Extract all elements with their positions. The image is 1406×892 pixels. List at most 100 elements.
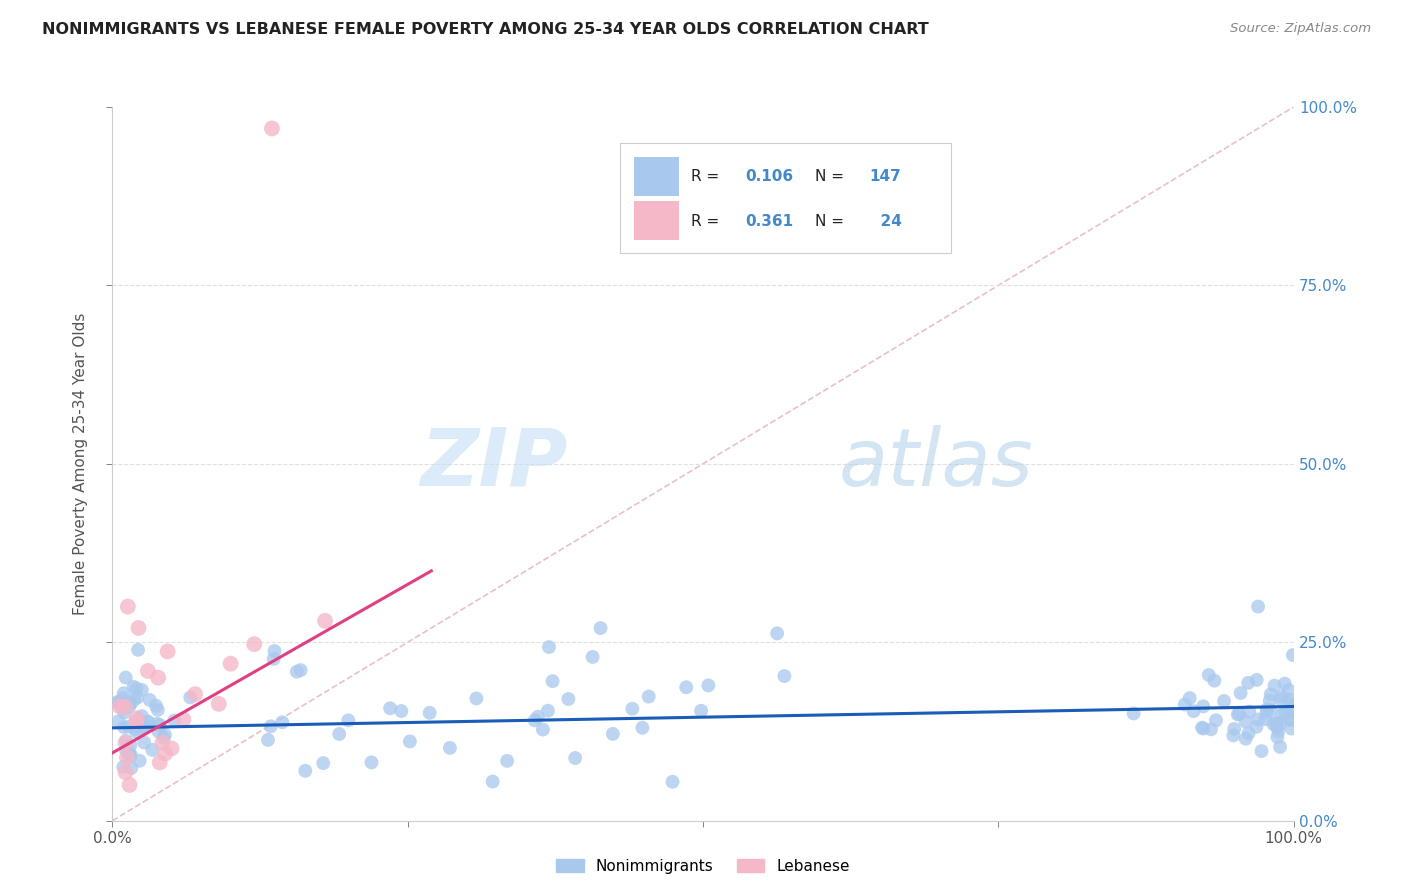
Point	[531, 723, 554, 737]
Point	[1223, 722, 1246, 736]
Point	[602, 727, 624, 741]
Point	[1263, 717, 1285, 731]
Point	[1247, 599, 1270, 614]
Point	[118, 699, 141, 714]
Point	[107, 714, 129, 729]
Point	[271, 715, 294, 730]
Point	[153, 728, 176, 742]
Point	[112, 720, 135, 734]
Point	[184, 687, 207, 701]
Point	[132, 719, 155, 733]
Point	[1122, 706, 1144, 721]
Point	[1234, 731, 1257, 746]
Point	[439, 740, 461, 755]
Point	[263, 644, 285, 658]
Point	[1227, 706, 1250, 721]
FancyBboxPatch shape	[634, 157, 679, 196]
Point	[1279, 705, 1302, 719]
Point	[419, 706, 441, 720]
Point	[294, 764, 316, 778]
Text: 24: 24	[869, 214, 901, 228]
Point	[314, 614, 336, 628]
Text: 147: 147	[869, 169, 901, 184]
Point	[1267, 720, 1289, 734]
Point	[179, 690, 201, 705]
Point	[621, 702, 644, 716]
Point	[564, 751, 586, 765]
Point	[1278, 713, 1301, 727]
Point	[118, 748, 141, 763]
Point	[661, 774, 683, 789]
Point	[114, 736, 136, 750]
Point	[125, 718, 148, 732]
Text: 0.106: 0.106	[745, 169, 793, 184]
Point	[675, 680, 697, 694]
Point	[1213, 694, 1236, 708]
Point	[1234, 714, 1257, 729]
Point	[1267, 724, 1289, 739]
Point	[146, 716, 169, 731]
Point	[523, 714, 546, 728]
Point	[127, 690, 149, 705]
Point	[107, 695, 129, 709]
Point	[114, 700, 136, 714]
Point	[127, 642, 149, 657]
Point	[136, 664, 159, 678]
Point	[1265, 718, 1288, 732]
Point	[1270, 716, 1292, 731]
Point	[631, 721, 654, 735]
Point	[1237, 726, 1260, 740]
Point	[115, 744, 138, 758]
Point	[1282, 648, 1305, 662]
Point	[124, 722, 146, 736]
Point	[136, 714, 159, 729]
Point	[1199, 723, 1222, 737]
Point	[125, 714, 148, 729]
Point	[290, 663, 312, 677]
Point	[1246, 720, 1268, 734]
Point	[114, 671, 136, 685]
Text: ZIP: ZIP	[420, 425, 567, 503]
Point	[1222, 728, 1244, 742]
Point	[114, 733, 136, 747]
Point	[1274, 705, 1296, 719]
Point	[163, 714, 186, 728]
Point	[399, 734, 422, 748]
Point	[115, 750, 138, 764]
Point	[149, 718, 172, 732]
Point	[125, 711, 148, 725]
Point	[152, 735, 174, 749]
Point	[118, 720, 141, 734]
Point	[128, 712, 150, 726]
Point	[1282, 699, 1305, 714]
Point	[697, 678, 720, 692]
Point	[1258, 693, 1281, 707]
Point	[122, 692, 145, 706]
Point	[481, 774, 503, 789]
Point	[465, 691, 488, 706]
Point	[160, 741, 183, 756]
Point	[1274, 676, 1296, 690]
Point	[1260, 687, 1282, 701]
Point	[1174, 698, 1197, 712]
Point	[312, 756, 335, 771]
Point	[146, 703, 169, 717]
Point	[1239, 705, 1261, 719]
Point	[378, 701, 401, 715]
Point	[285, 665, 308, 679]
Point	[1192, 699, 1215, 714]
Point	[131, 709, 153, 723]
Y-axis label: Female Poverty Among 25-34 Year Olds: Female Poverty Among 25-34 Year Olds	[73, 313, 89, 615]
Point	[172, 713, 194, 727]
Point	[1271, 708, 1294, 723]
Point	[257, 732, 280, 747]
Point	[153, 747, 176, 761]
Point	[118, 746, 141, 760]
Point	[1260, 703, 1282, 717]
Point	[1279, 713, 1302, 727]
Point	[118, 778, 141, 792]
Point	[537, 640, 560, 654]
Point	[120, 738, 142, 752]
Point	[148, 724, 170, 739]
Point	[1278, 692, 1301, 706]
